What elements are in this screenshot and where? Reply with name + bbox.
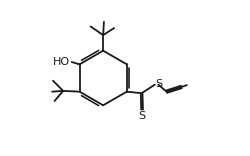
Text: S: S bbox=[138, 111, 146, 121]
Text: HO: HO bbox=[53, 57, 70, 67]
Text: S: S bbox=[156, 79, 163, 89]
